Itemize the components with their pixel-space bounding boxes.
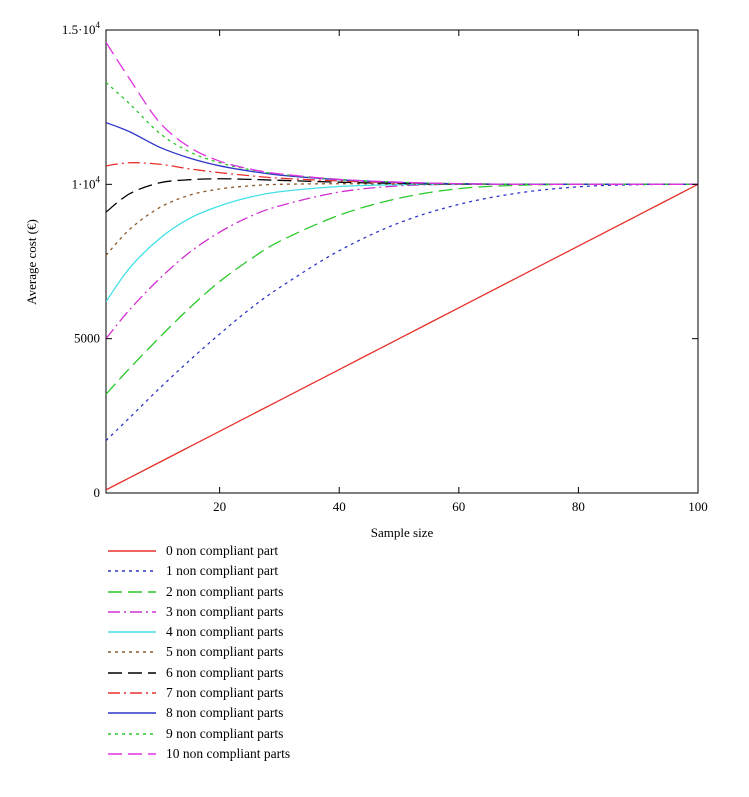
legend-swatch [108,590,156,593]
series-line-7 [106,162,698,186]
legend-swatch [108,753,156,755]
legend-swatch [108,611,156,613]
legend-swatch [108,651,156,654]
x-tick-label: 100 [688,499,708,514]
series-line-8 [106,121,698,186]
legend-label: 5 non compliant parts [166,644,284,660]
legend-swatch [108,631,156,633]
series-line-3 [106,183,698,340]
legend-swatch [108,672,156,674]
series-line-1 [106,183,698,441]
legend-label: 4 non compliant parts [166,624,284,640]
legend-swatch [108,570,156,572]
series-line-0 [106,183,698,491]
x-tick-label: 80 [572,499,585,514]
series-layer [106,41,698,491]
x-tick-label: 20 [213,499,226,514]
legend-label: 1 non compliant part [166,563,279,579]
series-line-5 [106,183,698,256]
legend-label: 9 non compliant parts [166,725,284,741]
y-tick-label: 5000 [74,331,100,346]
legend-swatch [108,550,156,552]
chart-plot: 20 40 60 80 100 0 5000 1·104 1.5·104 Sample siz… [24,20,708,540]
legend-label: 6 non compliant parts [166,664,284,680]
x-axis-label: Sample size [371,525,434,540]
legend-swatch [108,712,156,715]
legend-swatch [108,692,156,694]
legend-label: 8 non compliant parts [166,705,284,721]
y-tick-label: 0 [94,485,101,500]
x-tick-label: 60 [452,499,465,514]
series-line-9 [106,81,698,186]
series-line-10 [106,41,698,186]
y-tick-label: 1·104 [72,174,101,191]
y-axis-label: Average cost (€) [24,219,39,305]
series-line-4 [106,183,698,303]
x-tick-label: 40 [333,499,346,514]
x-axis-ticks: 20 40 60 80 100 [213,30,708,514]
series-line-6 [106,178,698,213]
plot-area-frame [105,29,699,494]
legend-swatch [108,732,156,735]
legend-label: 7 non compliant parts [166,685,284,701]
y-tick-label: 1.5·104 [62,20,101,37]
legend-label: 10 non compliant parts [166,745,291,761]
y-axis-ticks: 0 5000 1·104 1.5·104 [62,20,698,500]
legend-label: 2 non compliant parts [166,583,284,599]
legend-label: 3 non compliant parts [166,603,284,619]
legend-label: 0 non compliant part [166,543,279,558]
